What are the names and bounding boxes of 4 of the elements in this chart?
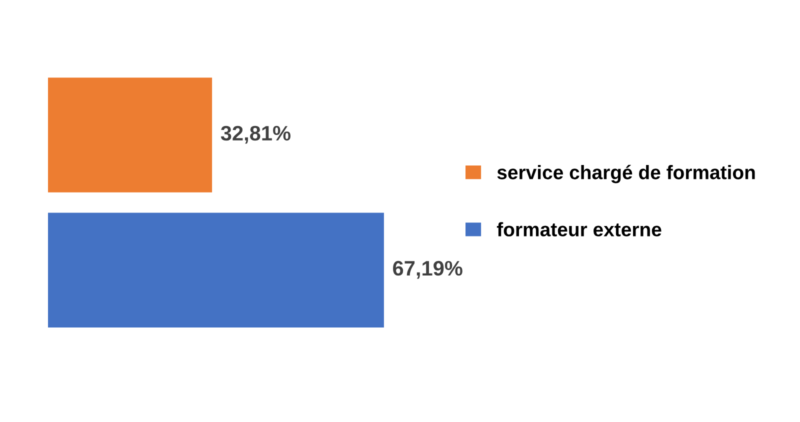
- legend-label: formateur externe: [496, 222, 662, 236]
- legend-label: service chargé de formation: [497, 164, 755, 184]
- data-label: 32,81%: [220, 126, 290, 144]
- data-label: 67,19%: [393, 260, 462, 279]
